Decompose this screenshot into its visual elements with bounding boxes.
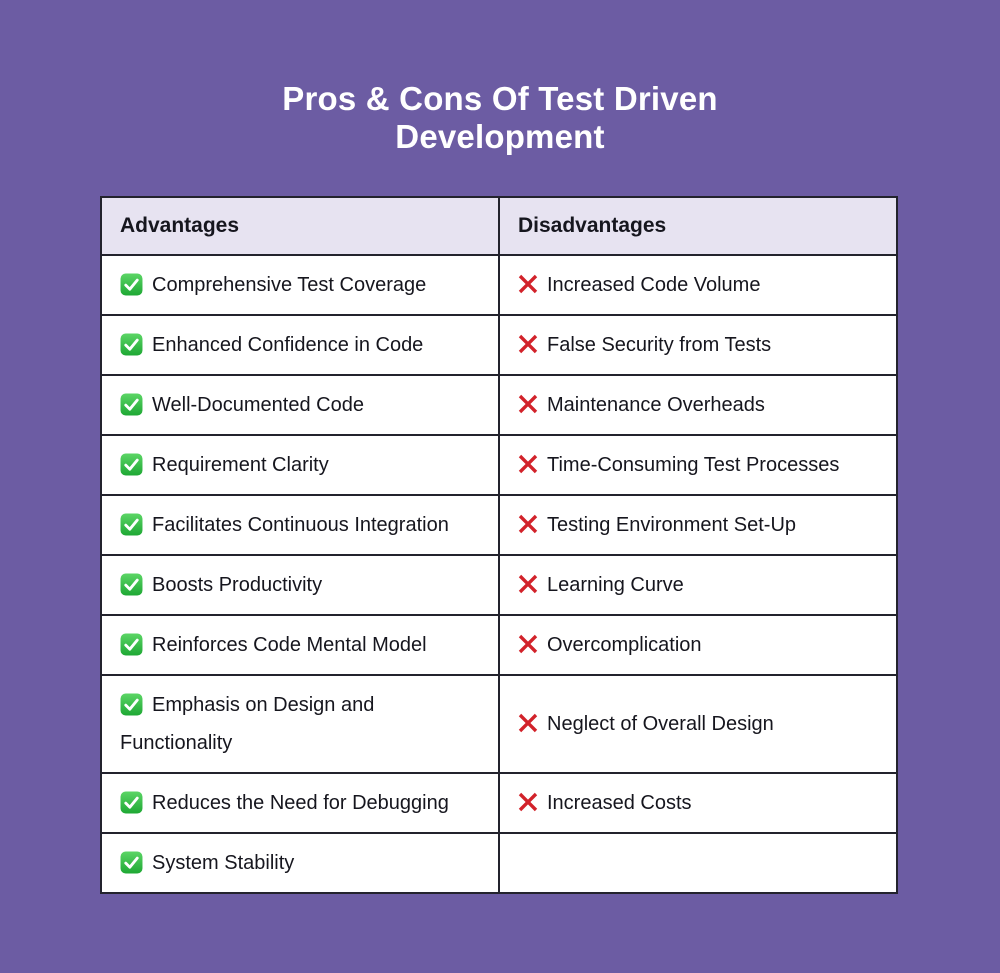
advantage-text: System Stability — [152, 852, 295, 874]
table-row: Well-Documented Code Maintenance Overhea… — [100, 374, 898, 436]
advantage-text: Reinforces Code Mental Model — [152, 634, 427, 656]
advantage-text: Enhanced Confidence in Code — [152, 334, 424, 356]
disadvantage-cell: Increased Costs — [498, 772, 898, 834]
advantage-cell: Facilitates Continuous Integration — [100, 494, 500, 556]
advantage-cell: Boosts Productivity — [100, 554, 500, 616]
disadvantage-cell: Overcomplication — [498, 614, 898, 676]
check-icon — [120, 851, 143, 874]
table-row: Boosts Productivity Learning Curve — [100, 554, 898, 616]
cross-icon — [518, 713, 538, 733]
table-row: Comprehensive Test Coverage Increased Co… — [100, 254, 898, 316]
check-icon — [120, 333, 143, 356]
disadvantage-text: Increased Costs — [547, 792, 692, 814]
disadvantage-text: Learning Curve — [547, 574, 684, 596]
page-title: Pros & Cons Of Test Driven Development — [282, 80, 718, 156]
cross-icon — [518, 274, 538, 294]
check-icon — [120, 633, 143, 656]
disadvantage-cell: Increased Code Volume — [498, 254, 898, 316]
advantage-text: Comprehensive Test Coverage — [152, 274, 427, 296]
disadvantages-header: Disadvantages — [498, 196, 898, 256]
table-row: Reduces the Need for Debugging Increased… — [100, 772, 898, 834]
check-icon — [120, 513, 143, 536]
check-icon — [120, 693, 143, 716]
advantage-text: Well-Documented Code — [152, 394, 364, 416]
check-icon — [120, 453, 143, 476]
table-row: Reinforces Code Mental Model Overcomplic… — [100, 614, 898, 676]
check-icon — [120, 573, 143, 596]
advantage-cell: Emphasis on Design and Functionality — [100, 674, 500, 774]
advantage-cell: Comprehensive Test Coverage — [100, 254, 500, 316]
table-row: System Stability — [100, 832, 898, 894]
cross-icon — [518, 394, 538, 414]
cross-icon — [518, 454, 538, 474]
cross-icon — [518, 574, 538, 594]
table-row: Emphasis on Design and Functionality Neg… — [100, 674, 898, 774]
advantage-cell: Well-Documented Code — [100, 374, 500, 436]
advantage-text: Emphasis on Design and Functionality — [120, 694, 375, 754]
advantage-cell: Requirement Clarity — [100, 434, 500, 496]
advantages-header: Advantages — [100, 196, 500, 256]
pros-cons-table: Advantages Disadvantages Comprehensive T… — [100, 196, 898, 894]
advantage-cell: Reinforces Code Mental Model — [100, 614, 500, 676]
disadvantage-text: Overcomplication — [547, 634, 702, 656]
disadvantage-text: Increased Code Volume — [547, 274, 761, 296]
table-header-row: Advantages Disadvantages — [100, 196, 898, 256]
disadvantage-cell: Maintenance Overheads — [498, 374, 898, 436]
check-icon — [120, 393, 143, 416]
advantage-text: Boosts Productivity — [152, 574, 323, 596]
advantage-cell: Reduces the Need for Debugging — [100, 772, 500, 834]
disadvantage-text: False Security from Tests — [547, 334, 772, 356]
disadvantage-cell-empty — [498, 832, 898, 894]
disadvantage-cell: Time-Consuming Test Processes — [498, 434, 898, 496]
check-icon — [120, 791, 143, 814]
disadvantage-text: Time-Consuming Test Processes — [547, 454, 840, 476]
advantage-cell: System Stability — [100, 832, 500, 894]
disadvantage-cell: Neglect of Overall Design — [498, 674, 898, 774]
cross-icon — [518, 514, 538, 534]
check-icon — [120, 273, 143, 296]
disadvantage-text: Maintenance Overheads — [547, 394, 765, 416]
table-row: Enhanced Confidence in Code False Securi… — [100, 314, 898, 376]
advantage-text: Facilitates Continuous Integration — [152, 514, 449, 536]
cross-icon — [518, 334, 538, 354]
table-row: Facilitates Continuous Integration Testi… — [100, 494, 898, 556]
cross-icon — [518, 792, 538, 812]
cross-icon — [518, 634, 538, 654]
disadvantage-cell: Learning Curve — [498, 554, 898, 616]
disadvantage-cell: Testing Environment Set-Up — [498, 494, 898, 556]
advantage-text: Reduces the Need for Debugging — [152, 792, 449, 814]
advantage-cell: Enhanced Confidence in Code — [100, 314, 500, 376]
disadvantage-text: Neglect of Overall Design — [547, 713, 774, 735]
table-row: Requirement Clarity Time-Consuming Test … — [100, 434, 898, 496]
disadvantage-text: Testing Environment Set-Up — [547, 514, 797, 536]
advantage-text: Requirement Clarity — [152, 454, 329, 476]
disadvantage-cell: False Security from Tests — [498, 314, 898, 376]
